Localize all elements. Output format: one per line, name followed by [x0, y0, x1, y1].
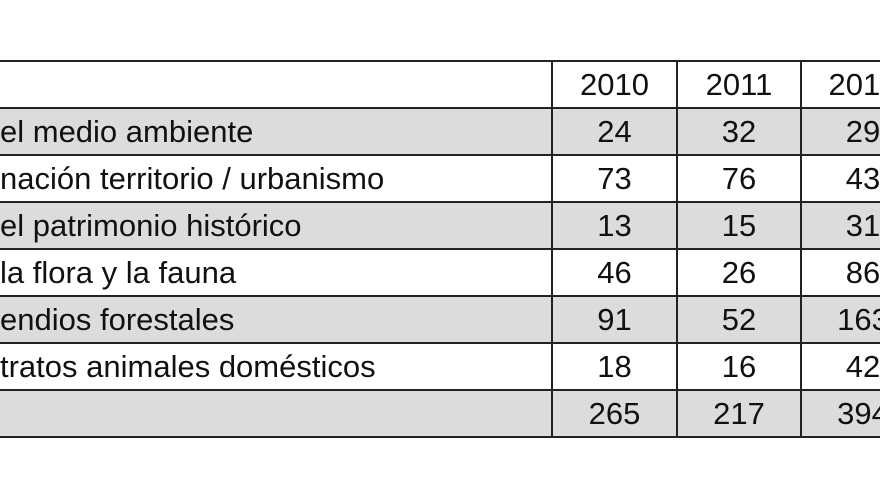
value-cell: 46	[553, 250, 678, 297]
value-cell: 15	[678, 203, 802, 250]
value-cell: 26	[678, 250, 802, 297]
value-cell: 32	[678, 109, 802, 156]
row-label: tratos animales domésticos	[0, 344, 553, 391]
value-cell: 86	[802, 250, 880, 297]
value-cell: 16	[678, 344, 802, 391]
row-label	[0, 391, 553, 438]
row-label: el patrimonio histórico	[0, 203, 553, 250]
value-cell: 18	[553, 344, 678, 391]
value-cell: 163	[802, 297, 880, 344]
value-cell: 13	[553, 203, 678, 250]
value-cell: 91	[553, 297, 678, 344]
row-label: endios forestales	[0, 297, 553, 344]
value-cell: 43	[802, 156, 880, 203]
value-cell: 265	[553, 391, 678, 438]
value-cell: 73	[553, 156, 678, 203]
value-cell: 2011	[678, 62, 802, 109]
value-cell: 217	[678, 391, 802, 438]
row-label	[0, 62, 553, 109]
value-cell: 52	[678, 297, 802, 344]
value-cell: 76	[678, 156, 802, 203]
value-cell: 24	[553, 109, 678, 156]
row-label: la flora y la fauna	[0, 250, 553, 297]
value-cell: 29	[802, 109, 880, 156]
row-label: nación territorio / urbanismo	[0, 156, 553, 203]
value-cell: 31	[802, 203, 880, 250]
value-cell: 42	[802, 344, 880, 391]
value-cell: 2012	[802, 62, 880, 109]
value-cell: 2010	[553, 62, 678, 109]
row-label: el medio ambiente	[0, 109, 553, 156]
value-cell: 394	[802, 391, 880, 438]
